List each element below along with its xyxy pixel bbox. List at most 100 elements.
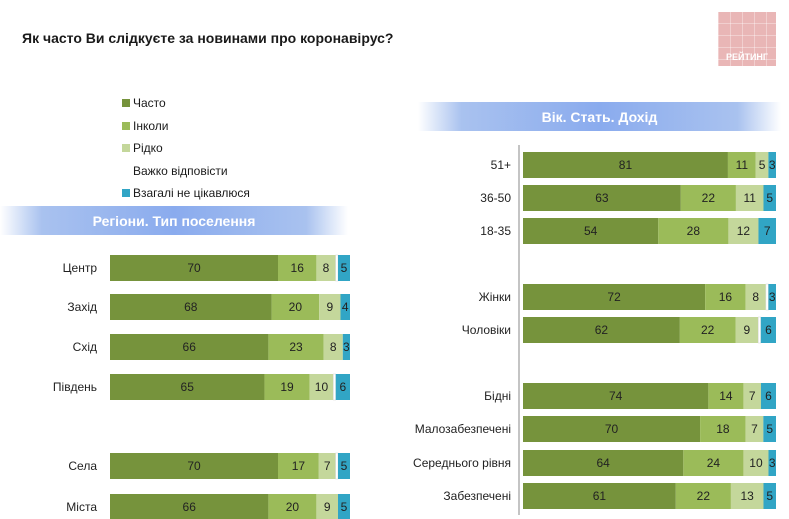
rating-logo: РЕЙТИНГ [718, 12, 776, 66]
legend-item-not-interested: Взагалі не цікавлюся [122, 182, 250, 205]
bar-segment-rarely [745, 284, 766, 310]
data-label-often: 81 [619, 158, 633, 172]
bar-segment-sometimes [278, 453, 319, 479]
data-label-often: 64 [596, 456, 610, 470]
bar-segment-sometimes [727, 152, 756, 178]
data-label-rarely: 7 [751, 422, 758, 436]
data-label-not-interested: 3 [769, 290, 776, 304]
bar-segment-not-interested [763, 185, 776, 211]
bar-segment-rarely [316, 494, 338, 519]
category-label: Схід [73, 340, 97, 354]
category-label: Середнього рівня [413, 456, 511, 470]
data-label-sometimes: 23 [289, 340, 303, 354]
bar-segment-often [523, 284, 706, 310]
data-label-often: 70 [605, 422, 619, 436]
category-label: Жінки [479, 290, 511, 304]
bar-segment-sometimes [700, 416, 746, 442]
data-label-sometimes: 20 [286, 500, 300, 514]
data-label-often: 70 [187, 261, 201, 275]
bar-segment-rarely [735, 317, 759, 343]
legend-label-not-interested: Взагалі не цікавлюся [133, 186, 250, 201]
bar-segment-not-interested [335, 374, 350, 400]
bar-segment-not-interested [338, 453, 350, 479]
legend-swatch-not-interested [122, 189, 130, 198]
bar-segment-rarely [730, 483, 764, 509]
bar-segment-rarely [316, 255, 336, 281]
data-label-sometimes: 24 [707, 456, 721, 470]
bar-segment-not-interested [758, 218, 776, 244]
bar-segment-hard-to-say [335, 254, 339, 282]
bar-segment-rarely [743, 383, 761, 409]
bar-segment-rarely [755, 152, 769, 178]
category-label: Малозабезпечені [415, 422, 511, 436]
bar-segment-sometimes [708, 383, 744, 409]
data-label-rarely: 8 [323, 261, 330, 275]
data-label-rarely: 10 [315, 380, 329, 394]
bar-segment-often [523, 152, 728, 178]
data-label-rarely: 9 [324, 500, 331, 514]
data-label-not-interested: 5 [766, 191, 773, 205]
data-label-not-interested: 5 [341, 500, 348, 514]
bar-segment-hard-to-say [758, 316, 762, 344]
category-label: Бідні [484, 389, 511, 403]
regions-banner: Регіони. Тип поселення [0, 206, 348, 235]
category-label: Захід [67, 300, 97, 314]
bar-segment-sometimes [268, 334, 324, 360]
legend-swatch-sometimes [122, 121, 130, 130]
data-label-sometimes: 11 [736, 158, 749, 172]
data-label-often: 66 [183, 500, 197, 514]
data-label-sometimes: 14 [719, 389, 733, 403]
bar-segment-often [110, 453, 278, 479]
data-label-often: 62 [595, 323, 609, 337]
legend-item-often: Часто [122, 92, 250, 115]
bar-segment-hard-to-say [333, 373, 336, 401]
data-label-rarely: 11 [743, 191, 756, 205]
data-label-sometimes: 18 [716, 422, 730, 436]
data-label-rarely: 12 [737, 224, 751, 238]
data-label-often: 54 [584, 224, 598, 238]
data-label-not-interested: 6 [340, 380, 347, 394]
category-label: Міста [66, 500, 97, 514]
data-label-not-interested: 5 [341, 261, 348, 275]
bar-segment-hard-to-say [335, 452, 339, 480]
bar-segment-sometimes [278, 255, 317, 281]
data-label-sometimes: 28 [687, 224, 701, 238]
legend-label-rarely: Рідко [133, 141, 163, 156]
data-label-not-interested: 7 [764, 224, 771, 238]
legend-swatch-often [122, 99, 130, 108]
bar-segment-not-interested [338, 255, 350, 281]
bar-segment-rarely [745, 416, 764, 442]
category-label: Села [68, 459, 97, 473]
data-label-rarely: 10 [749, 456, 763, 470]
bar-segment-not-interested [342, 334, 350, 360]
bar-segment-sometimes [658, 218, 729, 244]
data-label-often: 68 [184, 300, 198, 314]
data-label-not-interested: 5 [766, 489, 773, 503]
category-label: 36-50 [480, 191, 511, 205]
chart-title: Як часто Ви слідкуєте за новинами про ко… [22, 30, 394, 46]
data-label-not-interested: 5 [341, 459, 348, 473]
bar-segment-often [523, 450, 684, 476]
bar-segment-rarely [319, 294, 341, 320]
bar-segment-often [523, 218, 659, 244]
data-label-often: 66 [183, 340, 197, 354]
bar-segment-often [523, 317, 680, 343]
data-label-sometimes: 19 [280, 380, 294, 394]
bar-segment-not-interested [760, 383, 776, 409]
bar-segment-sometimes [271, 294, 320, 320]
data-label-sometimes: 20 [289, 300, 303, 314]
logo-text: РЕЙТИНГ [725, 52, 769, 62]
bar-segment-rarely [309, 374, 334, 400]
bar-segment-often [523, 185, 681, 211]
bar-segment-rarely [318, 453, 336, 479]
bar-segment-often [523, 416, 701, 442]
data-label-not-interested: 3 [343, 340, 350, 354]
bar-segment-often [110, 374, 265, 400]
bar-segment-sometimes [675, 483, 731, 509]
data-label-often: 74 [609, 389, 623, 403]
data-label-rarely: 7 [324, 459, 331, 473]
data-label-sometimes: 22 [702, 191, 716, 205]
data-label-rarely: 8 [752, 290, 759, 304]
